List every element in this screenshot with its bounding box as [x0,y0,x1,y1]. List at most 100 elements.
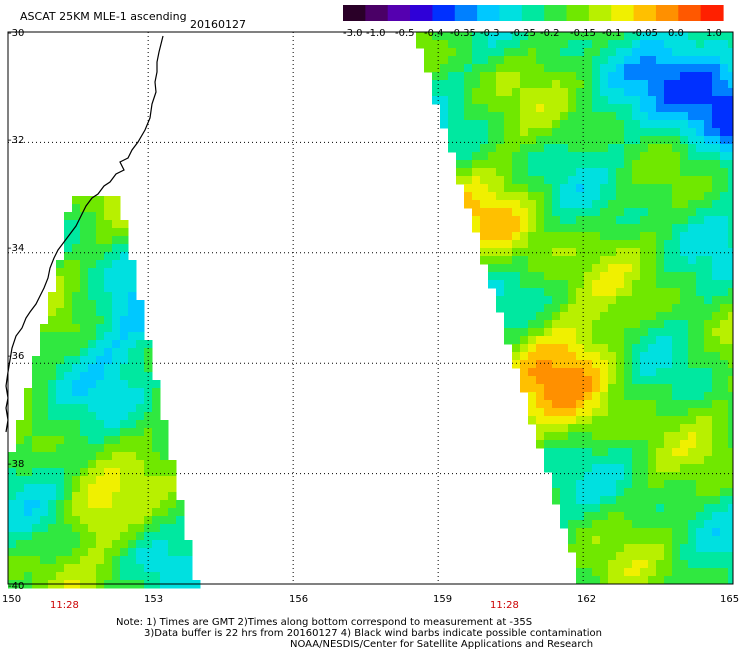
swath-cell [128,436,137,445]
swath-cell [616,352,625,361]
swath-cell [680,456,689,465]
swath-cell [40,436,49,445]
swath-cell [504,288,513,297]
swath-cell [520,104,529,113]
swath-cell [80,548,89,557]
swath-cell [152,468,161,477]
swath-cell [688,568,697,577]
swath-cell [712,240,721,249]
swath-cell [632,320,641,329]
swath-cell [664,48,673,57]
swath-cell [712,424,721,433]
swath-cell [88,276,97,285]
swath-cell [112,268,121,277]
swath-cell [576,432,585,441]
swath-cell [96,460,105,469]
swath-cell [584,360,593,369]
swath-cell [32,404,41,413]
swath-cell [456,40,465,49]
swath-cell [704,240,713,249]
swath-cell [712,376,721,385]
swath-cell [440,120,449,129]
swath-cell [472,64,481,73]
swath-cell [32,468,41,477]
swath-cell [560,144,569,153]
swath-cell [512,320,521,329]
swath-cell [680,376,689,385]
swath-cell [552,256,561,265]
swath-cell [104,300,113,309]
swath-cell [480,32,489,41]
swath-cell [576,112,585,121]
swath-cell [696,336,705,345]
swath-cell [88,420,97,429]
swath-cell [712,144,721,153]
swath-cell [616,216,625,225]
swath-cell [576,456,585,465]
swath-cell [80,236,89,245]
swath-cell [552,296,561,305]
swath-cell [656,280,665,289]
swath-cell [496,176,505,185]
swath-cell [88,300,97,309]
swath-cell [728,576,733,585]
swath-cell [672,88,681,97]
swath-cell [704,280,713,289]
swath-cell [664,80,673,89]
swath-cell [424,32,433,41]
swath-cell [616,232,625,241]
swath-cell [528,392,537,401]
swath-cell [520,64,529,73]
swath-cell [568,304,577,313]
colorbar-swatch [588,5,612,21]
swath-cell [584,232,593,241]
swath-cell [640,240,649,249]
swath-cell [464,72,473,81]
swath-cell [56,420,65,429]
swath-cell [424,56,433,65]
swath-cell [520,376,529,385]
swath-cell [152,404,161,413]
swath-cell [488,240,497,249]
swath-cell [8,476,17,485]
swath-cell [72,372,81,381]
swath-cell [96,228,105,237]
swath-cell [184,556,193,565]
swath-cell [64,516,73,525]
swath-cell [616,368,625,377]
swath-cell [672,216,681,225]
swath-cell [584,320,593,329]
swath-cell [520,224,529,233]
swath-cell [40,452,49,461]
swath-cell [528,272,537,281]
swath-cell [656,240,665,249]
swath-cell [728,272,733,281]
swath-cell [664,512,673,521]
swath-cell [544,64,553,73]
swath-cell [640,32,649,41]
swath-cell [624,472,633,481]
swath-cell [640,112,649,121]
swath-cell [504,336,513,345]
swath-cell [440,88,449,97]
swath-cell [536,256,545,265]
swath-cell [88,212,97,221]
swath-cell [600,576,609,585]
swath-cell [504,304,513,313]
swath-cell [96,484,105,493]
swath-cell [600,72,609,81]
swath-cell [608,568,617,577]
swath-cell [112,532,121,541]
swath-cell [48,332,57,341]
swath-cell [664,240,673,249]
swath-cell [480,192,489,201]
swath-cell [656,176,665,185]
swath-cell [576,88,585,97]
swath-cell [584,464,593,473]
swath-cell [624,488,633,497]
swath-cell [88,516,97,525]
swath-cell [720,184,729,193]
swath-cell [640,488,649,497]
swath-cell [576,96,585,105]
swath-cell [720,160,729,169]
